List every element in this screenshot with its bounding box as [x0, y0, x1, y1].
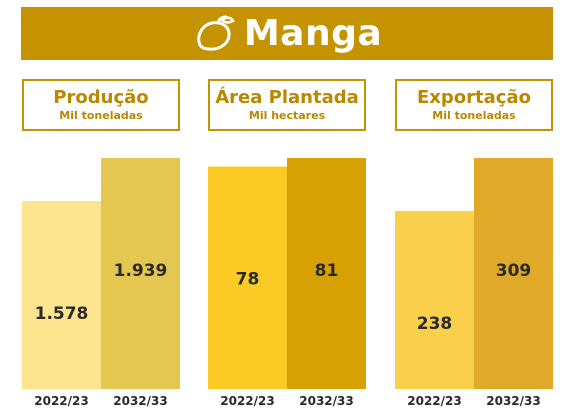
area-label-box: Área Plantada Mil hectares: [208, 79, 366, 131]
production-value-label-1: 1.578: [35, 304, 89, 324]
production-title: Produção: [53, 87, 149, 108]
area-value-label-1: 78: [236, 270, 260, 290]
production-label-box: Produção Mil toneladas: [22, 79, 180, 131]
area-category-label-1: 2022/23: [220, 394, 274, 408]
mango-icon: [197, 15, 235, 51]
area-category-label-2: 2032/33: [299, 394, 353, 408]
header-banner: Manga: [21, 7, 553, 60]
export-value-label-1: 238: [417, 314, 453, 334]
export-bar-1: [395, 211, 474, 389]
production-category-label-2: 2032/33: [113, 394, 167, 408]
area-bar-2: [287, 158, 366, 389]
production-subtitle: Mil toneladas: [59, 109, 143, 122]
export-subtitle: Mil toneladas: [432, 109, 516, 122]
production-value-label-2: 1.939: [114, 261, 168, 281]
export-category-label-2: 2032/33: [486, 394, 540, 408]
production-bar-2: [101, 158, 180, 389]
area-bar-1: [208, 166, 287, 389]
area-title: Área Plantada: [215, 87, 359, 108]
export-value-label-2: 309: [496, 261, 532, 281]
production-bar-1: [22, 201, 101, 389]
production-category-label-1: 2022/23: [34, 394, 88, 408]
page-title: Manga: [243, 13, 383, 54]
export-bar-2: [474, 158, 553, 389]
export-category-label-1: 2022/23: [407, 394, 461, 408]
export-label-box: Exportação Mil toneladas: [395, 79, 553, 131]
area-value-label-2: 81: [315, 261, 339, 281]
area-subtitle: Mil hectares: [248, 109, 326, 122]
export-title: Exportação: [417, 87, 531, 108]
